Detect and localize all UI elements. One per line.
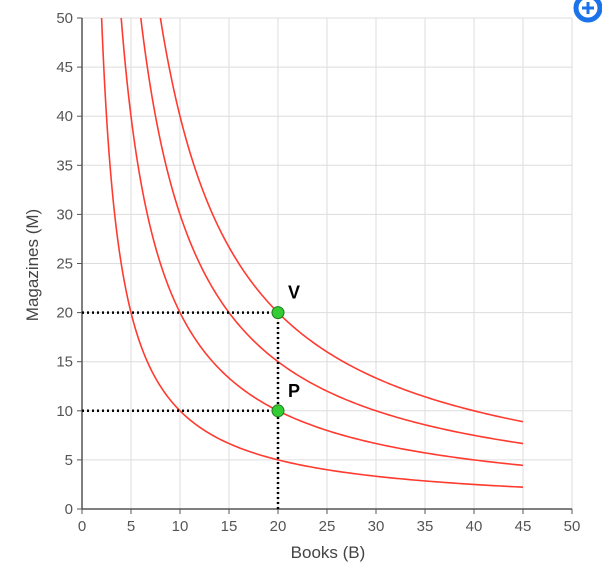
y-tick-label: 25 <box>56 256 73 273</box>
point-label-v: V <box>288 283 300 303</box>
x-axis-title: Books (B) <box>291 543 366 562</box>
y-axis-title: Magazines (M) <box>23 209 42 321</box>
y-tick-label: 10 <box>56 403 73 420</box>
y-tick-label: 20 <box>56 305 73 322</box>
y-tick-label: 15 <box>56 354 73 371</box>
x-tick-label: 25 <box>319 518 336 535</box>
x-tick-label: 40 <box>466 518 483 535</box>
x-axis-ticks: 0 5 10 15 20 25 30 35 40 45 50 <box>78 509 581 535</box>
x-tick-label: 30 <box>368 518 385 535</box>
x-tick-label: 15 <box>221 518 238 535</box>
indifference-curves <box>100 17 524 488</box>
y-tick-label: 40 <box>56 108 73 125</box>
y-tick-label: 50 <box>56 10 73 27</box>
y-tick-label: 5 <box>65 452 73 469</box>
point-label-p: P <box>288 381 300 401</box>
grid-lines <box>81 17 573 510</box>
x-tick-label: 0 <box>78 518 86 535</box>
indifference-curve <box>100 17 524 488</box>
zoom-icon[interactable] <box>570 0 602 35</box>
y-axis-ticks: 0 5 10 15 20 25 30 35 40 45 50 <box>56 10 82 518</box>
x-tick-label: 50 <box>564 518 581 535</box>
y-tick-label: 0 <box>65 501 73 518</box>
indifference-curve <box>140 17 524 445</box>
point-p <box>271 404 285 418</box>
data-points: VP <box>271 283 300 418</box>
x-tick-label: 5 <box>127 518 135 535</box>
y-tick-label: 30 <box>56 206 73 223</box>
x-tick-label: 45 <box>515 518 532 535</box>
x-tick-label: 35 <box>417 518 434 535</box>
x-tick-label: 20 <box>270 518 287 535</box>
y-tick-label: 45 <box>56 59 73 76</box>
point-v <box>271 306 285 320</box>
indifference-curve <box>120 17 524 467</box>
y-tick-label: 35 <box>56 157 73 174</box>
indifference-curve <box>159 17 524 423</box>
x-tick-label: 10 <box>172 518 189 535</box>
